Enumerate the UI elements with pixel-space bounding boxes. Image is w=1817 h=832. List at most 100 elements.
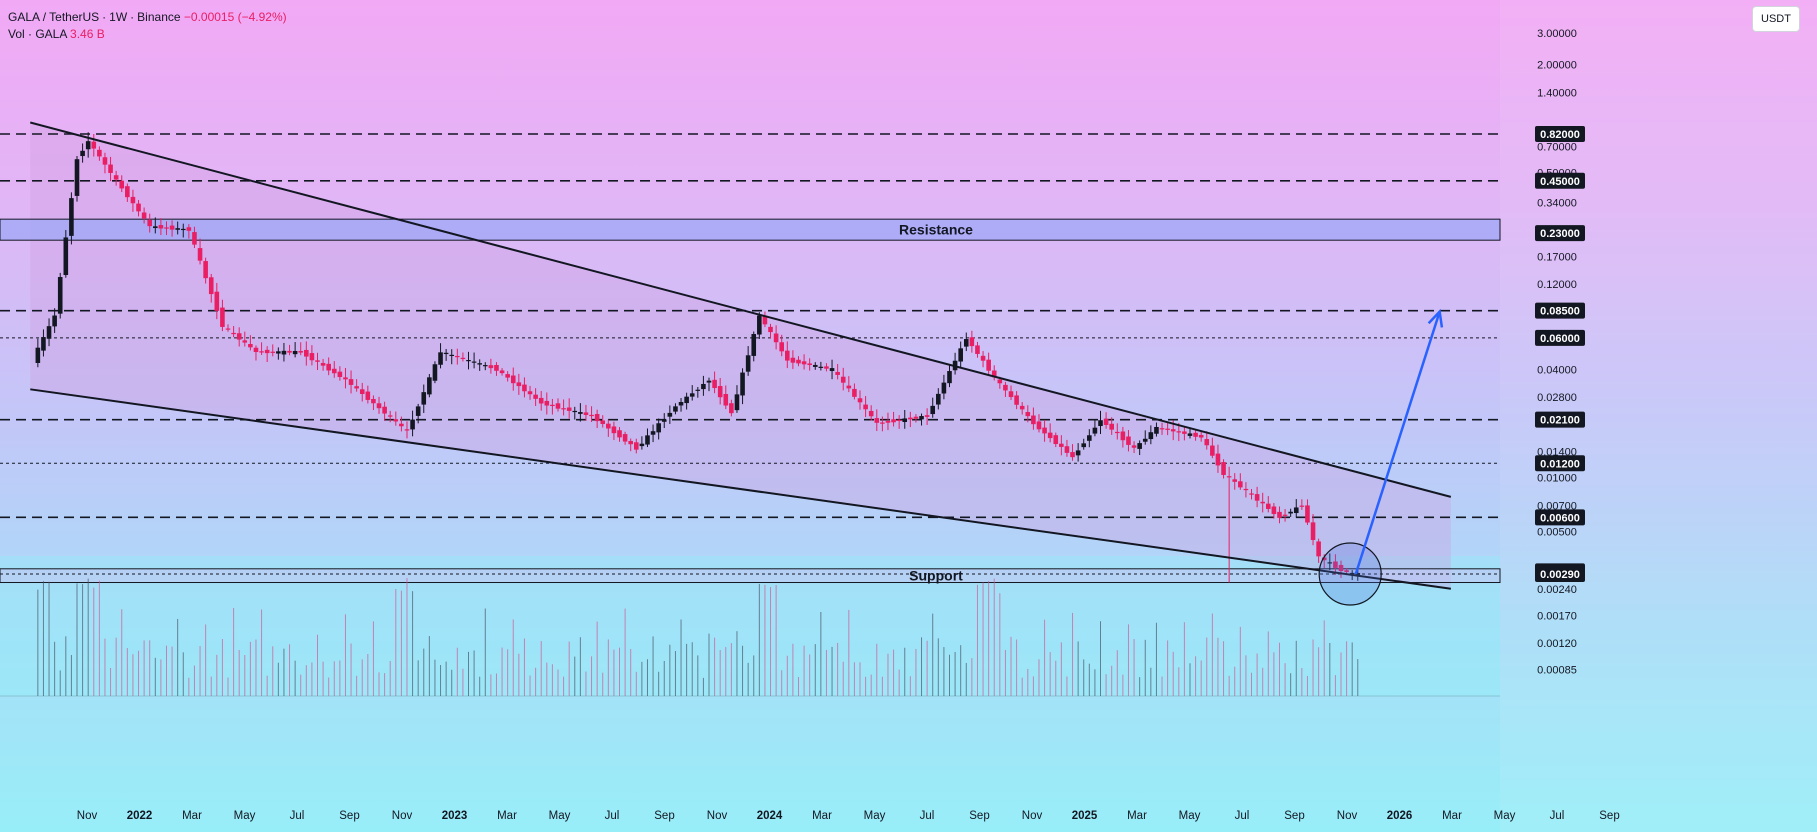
price-change: −0.00015 (−4.92%) bbox=[183, 10, 287, 24]
candle-body bbox=[1131, 445, 1137, 448]
level-price-tag bbox=[1535, 509, 1585, 526]
candle-body bbox=[136, 203, 141, 212]
price-tick-label: 0.00240 bbox=[1537, 584, 1577, 596]
candle-body bbox=[393, 419, 399, 422]
price-tick-label: 0.00500 bbox=[1537, 527, 1577, 539]
candle-body bbox=[611, 426, 617, 434]
candle-body bbox=[1159, 428, 1165, 430]
candle-body bbox=[253, 347, 259, 353]
volume-bars bbox=[37, 578, 1359, 696]
candle-body bbox=[712, 379, 717, 389]
level-price-label: 0.02100 bbox=[1540, 415, 1580, 427]
candle-body bbox=[1003, 384, 1008, 391]
candle-body bbox=[141, 212, 147, 219]
time-axis: Nov 2022 Mar May Jul Sep Nov 2023 Mar May Jul Sep No… bbox=[77, 810, 1620, 822]
candle-body bbox=[482, 365, 488, 367]
candle-body bbox=[986, 359, 991, 371]
candle-body bbox=[706, 380, 712, 383]
candle-body bbox=[1142, 438, 1148, 442]
candle-body bbox=[85, 141, 91, 150]
candle-body bbox=[74, 159, 80, 196]
candle-body bbox=[197, 248, 203, 261]
candle-body bbox=[1087, 435, 1092, 441]
candle-body bbox=[1249, 493, 1254, 495]
candle-body bbox=[1338, 564, 1344, 571]
candle-body bbox=[997, 379, 1003, 384]
candle-body bbox=[684, 396, 689, 404]
candle-body bbox=[1243, 488, 1249, 491]
candle-body bbox=[667, 412, 673, 417]
time-tick-label: 2025 bbox=[1072, 810, 1098, 822]
candle-body bbox=[382, 406, 387, 414]
currency-unit-button[interactable]: USDT bbox=[1752, 6, 1800, 32]
candle-body bbox=[1081, 443, 1087, 448]
upper-trendline bbox=[30, 121, 1452, 498]
zone-support bbox=[0, 568, 1501, 584]
candle-body bbox=[751, 334, 757, 356]
time-tick-label: Jul bbox=[920, 810, 935, 822]
level-price-label: 0.00600 bbox=[1540, 512, 1580, 524]
candle-body bbox=[376, 403, 382, 409]
candle-body bbox=[315, 360, 320, 362]
candle-body bbox=[589, 414, 594, 417]
candle-body bbox=[969, 337, 975, 347]
candle-body bbox=[1265, 503, 1271, 509]
candle-body bbox=[975, 345, 980, 354]
candle-body bbox=[762, 315, 768, 325]
candle-body bbox=[438, 352, 443, 365]
candle-body bbox=[1109, 423, 1114, 430]
candle-body bbox=[835, 371, 840, 375]
candle-body bbox=[919, 416, 924, 420]
candle-body bbox=[1053, 435, 1059, 445]
candle-body bbox=[421, 392, 427, 405]
candle-body bbox=[566, 407, 572, 411]
candle-body bbox=[449, 354, 455, 357]
chart-legend: GALA / TetherUS · 1W · Binance −0.00015 (−4.… bbox=[8, 9, 287, 43]
candle-body bbox=[46, 326, 52, 339]
time-tick-label: 2023 bbox=[442, 810, 468, 822]
candle-body bbox=[102, 157, 108, 165]
price-tick-label: 0.00700 bbox=[1537, 500, 1577, 512]
candle-body bbox=[264, 349, 270, 354]
candle-body bbox=[757, 315, 762, 335]
symbol-name[interactable]: GALA / TetherUS bbox=[8, 10, 100, 24]
candle-body bbox=[745, 355, 751, 372]
candle-body bbox=[180, 228, 186, 231]
level-price-tag bbox=[1535, 455, 1585, 472]
candle-body bbox=[1333, 561, 1338, 568]
interval[interactable]: 1W bbox=[109, 10, 128, 24]
candle-body bbox=[1070, 452, 1075, 458]
candle-body bbox=[516, 382, 522, 387]
zone-label-resistance: Resistance bbox=[899, 222, 973, 238]
time-tick-label: Mar bbox=[497, 810, 517, 822]
level-price-label: 0.23000 bbox=[1540, 228, 1580, 240]
candle-body bbox=[1355, 572, 1361, 577]
candle-body bbox=[510, 375, 516, 384]
time-tick-label: May bbox=[1494, 810, 1516, 822]
time-tick-label: Sep bbox=[1599, 810, 1619, 822]
price-tick-label: 0.34000 bbox=[1537, 198, 1577, 210]
candle-body bbox=[1092, 427, 1098, 434]
time-tick-label: Mar bbox=[1442, 810, 1462, 822]
level-price-label: 0.01200 bbox=[1540, 458, 1580, 470]
candle-body bbox=[578, 412, 583, 414]
candle-body bbox=[1187, 433, 1193, 436]
candle-body bbox=[768, 326, 773, 333]
price-tick-label: 0.12000 bbox=[1537, 279, 1577, 291]
candle-body bbox=[248, 343, 253, 348]
candle-body bbox=[337, 371, 343, 377]
candle-body bbox=[1305, 505, 1310, 523]
candle-body bbox=[812, 364, 818, 367]
candle-body bbox=[527, 391, 533, 395]
price-tick-label: 0.04000 bbox=[1537, 364, 1577, 376]
candle-body bbox=[594, 414, 600, 422]
time-tick-label: Sep bbox=[654, 810, 674, 822]
candle-body bbox=[617, 430, 622, 438]
candle-body bbox=[1310, 522, 1316, 540]
candle-body bbox=[281, 350, 287, 355]
candle-body bbox=[857, 398, 863, 403]
candle-body bbox=[298, 351, 304, 353]
candle-body bbox=[270, 351, 276, 353]
